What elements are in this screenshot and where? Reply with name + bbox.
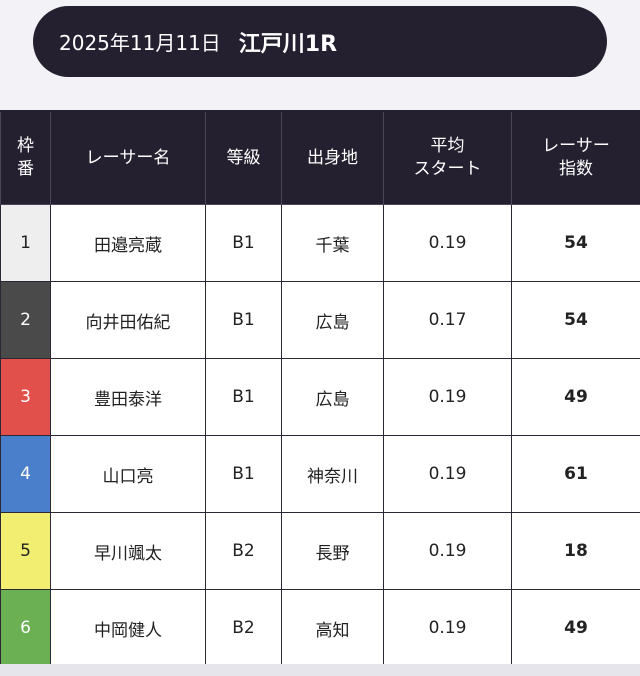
- header-grade: 等級: [205, 110, 282, 205]
- header-racer-index-label: レーサー 指数: [542, 136, 610, 179]
- racer-index: 49: [511, 589, 640, 667]
- racer-grade: B1: [205, 204, 282, 282]
- racer-avg-start: 0.19: [383, 358, 512, 436]
- waku-number: 1: [0, 204, 51, 282]
- racer-grade: B1: [205, 358, 282, 436]
- table-row[interactable]: 5 早川颯太 B2 長野 0.19 18: [0, 512, 640, 590]
- racer-avg-start: 0.19: [383, 435, 512, 513]
- racer-grade: B1: [205, 281, 282, 359]
- table-row[interactable]: 4 山口亮 B1 神奈川 0.19 61: [0, 435, 640, 513]
- waku-number: 5: [0, 512, 51, 590]
- header-grade-label: 等級: [226, 147, 261, 168]
- racer-avg-start: 0.19: [383, 512, 512, 590]
- racer-name: 山口亮: [50, 435, 206, 513]
- racer-origin: 高知: [281, 589, 384, 667]
- header-racer-name: レーサー名: [50, 110, 206, 205]
- racer-index: 54: [511, 204, 640, 282]
- table-row[interactable]: 1 田邉亮蔵 B1 千葉 0.19 54: [0, 204, 640, 282]
- header-avg-start-label: 平均 スタート: [413, 136, 482, 179]
- table-row[interactable]: 6 中岡健人 B2 高知 0.19 49: [0, 589, 640, 667]
- racer-name: 中岡健人: [50, 589, 206, 667]
- racer-origin: 千葉: [281, 204, 384, 282]
- racer-avg-start: 0.17: [383, 281, 512, 359]
- header-origin: 出身地: [281, 110, 384, 205]
- waku-number: 6: [0, 589, 51, 667]
- header-origin-label: 出身地: [307, 147, 358, 168]
- race-date: 2025年11月11日: [59, 31, 221, 55]
- racer-name: 豊田泰洋: [50, 358, 206, 436]
- header-waku: 枠 番: [0, 110, 51, 205]
- page-bottom-band: [0, 664, 640, 676]
- racer-grade: B1: [205, 435, 282, 513]
- racer-index: 54: [511, 281, 640, 359]
- racer-grade: B2: [205, 512, 282, 590]
- waku-number: 3: [0, 358, 51, 436]
- racer-avg-start: 0.19: [383, 589, 512, 667]
- header-avg-start: 平均 スタート: [383, 110, 512, 205]
- racer-name: 向井田佑紀: [50, 281, 206, 359]
- racer-index: 61: [511, 435, 640, 513]
- header-waku-label: 枠 番: [17, 136, 34, 179]
- racer-origin: 広島: [281, 358, 384, 436]
- waku-number: 4: [0, 435, 51, 513]
- racer-name: 田邉亮蔵: [50, 204, 206, 282]
- header-racer-name-label: レーサー名: [85, 147, 171, 168]
- racer-index: 18: [511, 512, 640, 590]
- race-header: 2025年11月11日 江戸川1R: [33, 6, 607, 77]
- racer-origin: 長野: [281, 512, 384, 590]
- racer-table: 枠 番 レーサー名 等級 出身地 平均 スタート レーサー 指数 1 田邉亮蔵 …: [0, 110, 640, 667]
- race-name: 江戸川1R: [238, 31, 338, 57]
- racer-origin: 神奈川: [281, 435, 384, 513]
- racer-grade: B2: [205, 589, 282, 667]
- racer-name: 早川颯太: [50, 512, 206, 590]
- table-row[interactable]: 2 向井田佑紀 B1 広島 0.17 54: [0, 281, 640, 359]
- table-row[interactable]: 3 豊田泰洋 B1 広島 0.19 49: [0, 358, 640, 436]
- racer-avg-start: 0.19: [383, 204, 512, 282]
- racer-index: 49: [511, 358, 640, 436]
- table-header-row: 枠 番 レーサー名 等級 出身地 平均 スタート レーサー 指数: [0, 110, 640, 205]
- racer-origin: 広島: [281, 281, 384, 359]
- header-racer-index: レーサー 指数: [511, 110, 640, 205]
- waku-number: 2: [0, 281, 51, 359]
